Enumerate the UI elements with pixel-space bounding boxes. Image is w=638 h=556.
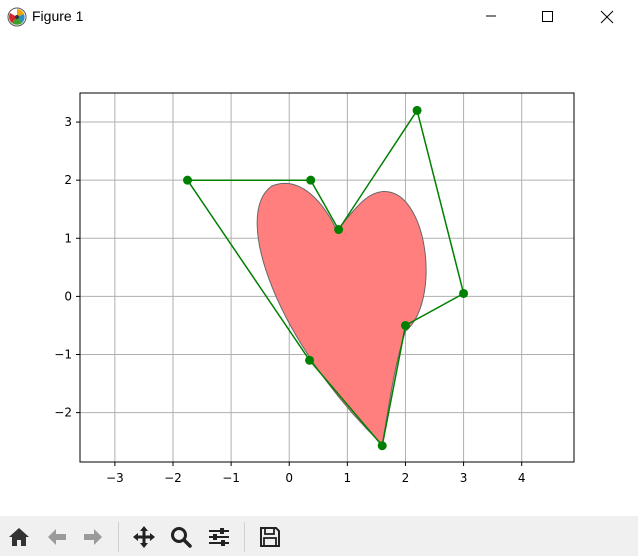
zoom-button[interactable]: [168, 524, 194, 550]
heart-shape: [256, 183, 427, 446]
x-tick-label: −2: [164, 471, 182, 485]
close-button[interactable]: [584, 0, 630, 34]
pan-icon: [133, 526, 155, 548]
x-tick-label: 3: [460, 471, 468, 485]
back-button[interactable]: [44, 524, 70, 550]
window-title: Figure 1: [32, 8, 84, 24]
plot-svg: −3 −2 −1 0 1 2 3 4 −2 −1 0 1 2 3: [54, 92, 575, 485]
toolbar-separator: [244, 522, 245, 552]
data-point: [459, 288, 469, 298]
data-point: [334, 225, 344, 235]
close-icon: [600, 10, 614, 24]
navigation-toolbar: [0, 516, 638, 556]
x-tick-label: 4: [518, 471, 526, 485]
title-bar: Figure 1: [0, 0, 638, 34]
forward-icon: [84, 529, 102, 545]
forward-button[interactable]: [80, 524, 106, 550]
data-point: [305, 355, 315, 365]
y-tick-label: −1: [54, 347, 72, 361]
back-icon: [48, 529, 66, 545]
polygon-series: [183, 105, 469, 451]
y-tick-label: 0: [64, 289, 72, 303]
axis-ticks: −3 −2 −1 0 1 2 3 4 −2 −1 0 1 2 3: [54, 115, 525, 485]
figure-canvas[interactable]: −3 −2 −1 0 1 2 3 4 −2 −1 0 1 2 3: [0, 34, 638, 516]
save-icon: [260, 527, 280, 547]
maximize-icon: [542, 11, 553, 22]
minimize-button[interactable]: [468, 0, 514, 34]
save-button[interactable]: [257, 524, 283, 550]
y-tick-label: 1: [64, 231, 72, 245]
y-tick-label: −2: [54, 406, 72, 420]
data-point: [412, 105, 422, 115]
home-button[interactable]: [6, 524, 32, 550]
data-point: [306, 175, 316, 185]
data-point: [183, 175, 193, 185]
axes-frame: [79, 92, 575, 463]
x-tick-label: −3: [106, 471, 124, 485]
data-point: [400, 320, 410, 330]
y-tick-label: 2: [64, 173, 72, 187]
x-tick-label: 2: [402, 471, 410, 485]
configure-subplots-icon: [209, 528, 229, 546]
zoom-icon: [171, 527, 192, 548]
x-tick-label: 1: [344, 471, 352, 485]
maximize-button[interactable]: [525, 0, 571, 34]
data-point: [377, 441, 387, 451]
x-tick-label: −1: [222, 471, 240, 485]
toolbar-separator: [118, 522, 119, 552]
minimize-icon: [486, 15, 496, 17]
home-icon: [9, 528, 29, 546]
x-tick-label: 0: [285, 471, 293, 485]
configure-subplots-button[interactable]: [206, 524, 232, 550]
matplotlib-icon: [7, 7, 27, 27]
y-tick-label: 3: [64, 115, 72, 129]
pan-button[interactable]: [131, 524, 157, 550]
